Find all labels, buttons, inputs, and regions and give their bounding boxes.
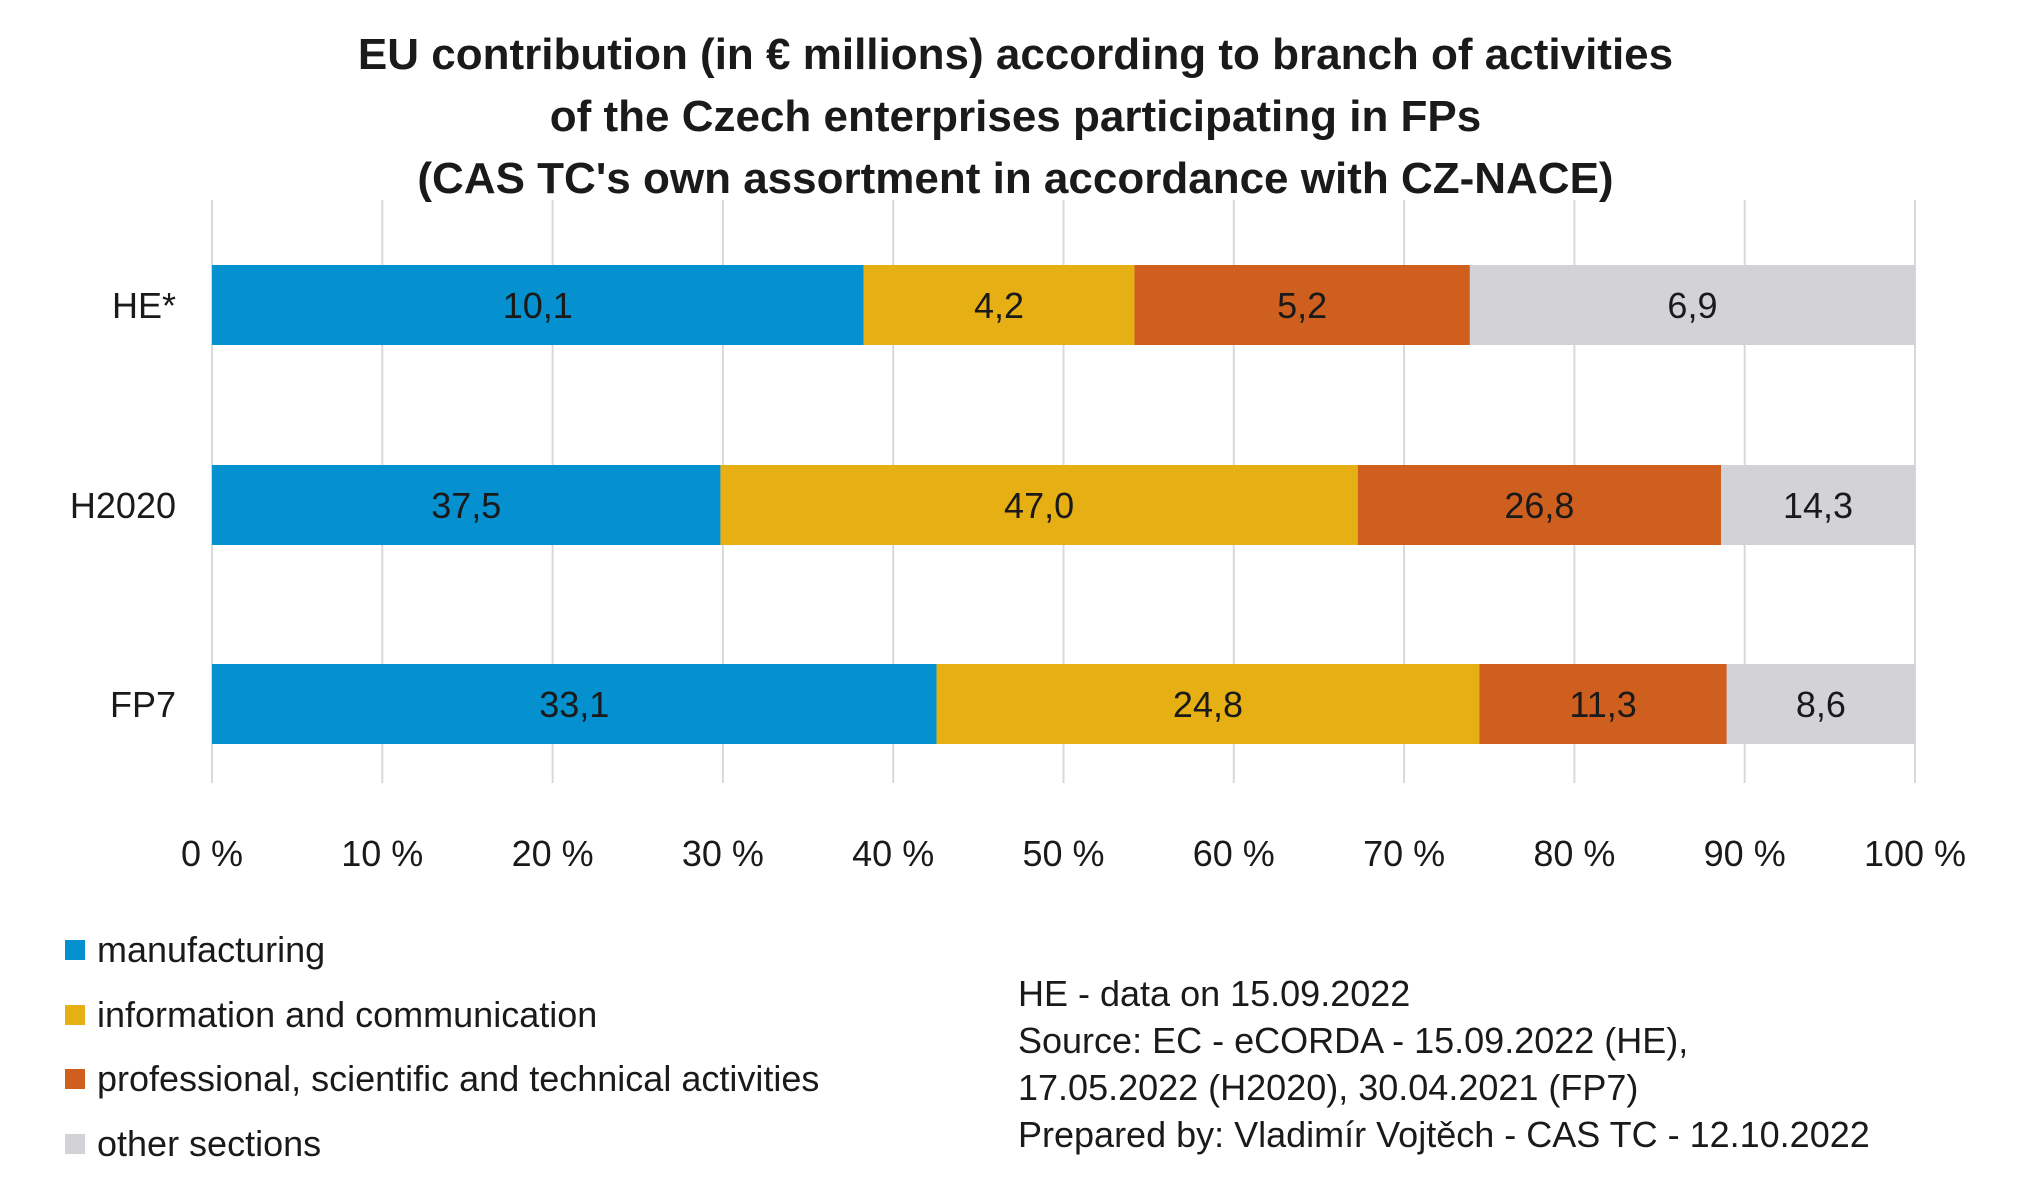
- y-category-label: HE*: [112, 285, 176, 326]
- bar-segment: [1357, 465, 1722, 545]
- data-label: 5,2: [1277, 285, 1327, 326]
- legend-swatch: [65, 1133, 85, 1154]
- legend-item: professional, scientific and technical a…: [65, 1047, 819, 1112]
- x-tick-label: 80 %: [1533, 833, 1615, 874]
- x-tick-label: 70 %: [1363, 833, 1445, 874]
- legend-swatch: [65, 940, 85, 961]
- data-label: 14,3: [1783, 485, 1853, 526]
- title-line: (CAS TC's own assortment in accordance w…: [417, 154, 1614, 203]
- data-label: 6,9: [1667, 285, 1717, 326]
- chart-title: EU contribution (in € millions) accordin…: [0, 24, 2031, 210]
- bar-segment: [212, 664, 937, 744]
- data-label: 11,3: [1569, 684, 1636, 725]
- x-tick-label: 30 %: [682, 833, 764, 874]
- x-tick-label: 50 %: [1022, 833, 1104, 874]
- bar-segment: [936, 664, 1480, 744]
- y-category-label: H2020: [70, 485, 176, 526]
- note-line: Source: EC - eCORDA - 15.09.2022 (HE),: [1018, 1020, 1689, 1061]
- data-label: 4,2: [974, 285, 1024, 326]
- legend-swatch: [65, 1004, 85, 1025]
- legend-item: information and communication: [65, 983, 819, 1048]
- data-label: 33,1: [539, 684, 609, 725]
- x-tick-label: 0 %: [181, 833, 243, 874]
- x-tick-label: 10 %: [341, 833, 423, 874]
- data-label: 26,8: [1504, 485, 1574, 526]
- y-category-label: FP7: [110, 684, 176, 725]
- legend-item: other sections: [65, 1112, 819, 1177]
- bar-segment: [212, 265, 864, 345]
- note-line: Prepared by: Vladimír Vojtěch - CAS TC -…: [1018, 1114, 1870, 1155]
- data-label: 37,5: [431, 485, 501, 526]
- bar-segment: [1469, 265, 1915, 345]
- data-label: 8,6: [1796, 684, 1846, 725]
- bar-segment: [1726, 664, 1915, 744]
- x-tick-label: 60 %: [1193, 833, 1275, 874]
- legend: manufacturing information and communicati…: [65, 918, 819, 1176]
- legend-label: manufacturing: [97, 929, 326, 971]
- data-label: 10,1: [503, 285, 573, 326]
- note-line: 17.05.2022 (H2020), 30.04.2021 (FP7): [1018, 1067, 1639, 1108]
- x-tick-label: 90 %: [1704, 833, 1786, 874]
- title-line: EU contribution (in € millions) accordin…: [357, 30, 1674, 79]
- bar-segment: [1721, 465, 1915, 545]
- bar-segment: [212, 465, 721, 545]
- legend-item: manufacturing: [65, 918, 819, 983]
- source-note: HE - data on 15.09.2022 Source: EC - eCO…: [1018, 970, 1870, 1158]
- x-tick-label: 20 %: [512, 833, 594, 874]
- bar-segment: [1479, 664, 1727, 744]
- bar-segment: [1134, 265, 1470, 345]
- legend-swatch: [65, 1069, 85, 1090]
- bar-segment: [720, 465, 1358, 545]
- x-tick-label: 40 %: [852, 833, 934, 874]
- legend-label: information and communication: [97, 993, 598, 1035]
- x-tick-label: 100 %: [1864, 833, 1966, 874]
- data-label: 24,8: [1173, 684, 1243, 725]
- note-line: HE - data on 15.09.2022: [1018, 973, 1411, 1014]
- data-label: 47,0: [1004, 485, 1074, 526]
- title-line: of the Czech enterprises participating i…: [549, 92, 1482, 141]
- legend-label: professional, scientific and technical a…: [97, 1058, 820, 1100]
- legend-label: other sections: [97, 1122, 322, 1164]
- bar-segment: [863, 265, 1135, 345]
